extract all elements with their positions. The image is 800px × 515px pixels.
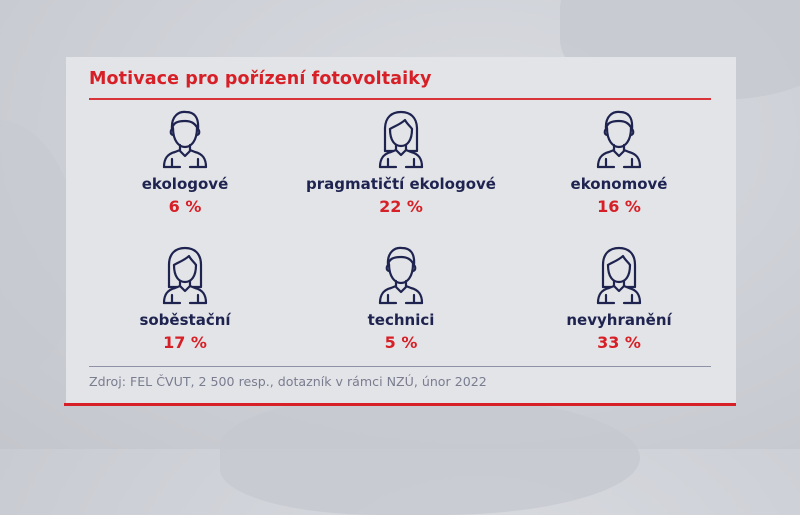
infographic-panel: Motivace pro pořízení fotovoltaiky ekolo…	[66, 57, 736, 404]
group-label: ekologové	[141, 175, 229, 193]
chart-title: Motivace pro pořízení fotovoltaiky	[89, 69, 432, 89]
group-value: 16 %	[597, 197, 641, 216]
source-divider	[89, 366, 711, 367]
title-underline	[89, 98, 711, 100]
group-label: nevyhranění	[566, 311, 672, 329]
group-technici: technici 5 %	[291, 243, 511, 352]
man-icon	[162, 110, 208, 169]
bottom-accent-bar	[64, 403, 736, 406]
map-background-shape	[220, 395, 640, 515]
group-ekologove: ekologové 6 %	[75, 107, 295, 216]
woman-icon	[596, 246, 642, 305]
group-value: 33 %	[597, 333, 641, 352]
group-value: 17 %	[163, 333, 207, 352]
group-label: technici	[367, 311, 435, 329]
man-icon	[378, 246, 424, 305]
group-pragmaticti-ekologove: pragmatičtí ekologové 22 %	[291, 107, 511, 216]
source-note: Zdroj: FEL ČVUT, 2 500 resp., dotazník v…	[89, 374, 487, 389]
group-label: pragmatičtí ekologové	[306, 175, 496, 193]
group-nevyhraneni: nevyhranění 33 %	[509, 243, 729, 352]
man-icon	[596, 110, 642, 169]
group-value: 22 %	[379, 197, 423, 216]
woman-icon	[378, 110, 424, 169]
group-value: 5 %	[384, 333, 418, 352]
group-label: ekonomové	[570, 175, 668, 193]
group-value: 6 %	[168, 197, 202, 216]
group-label: soběstační	[139, 311, 231, 329]
woman-icon	[162, 246, 208, 305]
group-ekonomove: ekonomové 16 %	[509, 107, 729, 216]
group-sobestacni: soběstační 17 %	[75, 243, 295, 352]
